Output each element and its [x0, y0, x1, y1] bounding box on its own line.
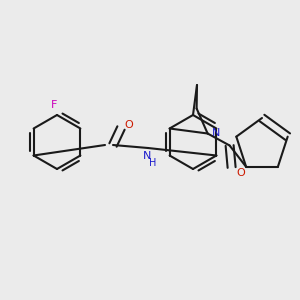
- Text: N: N: [143, 151, 151, 161]
- Text: O: O: [124, 120, 134, 130]
- Text: N: N: [212, 128, 220, 139]
- Text: O: O: [236, 167, 245, 178]
- Text: F: F: [51, 100, 57, 110]
- Text: H: H: [149, 158, 157, 168]
